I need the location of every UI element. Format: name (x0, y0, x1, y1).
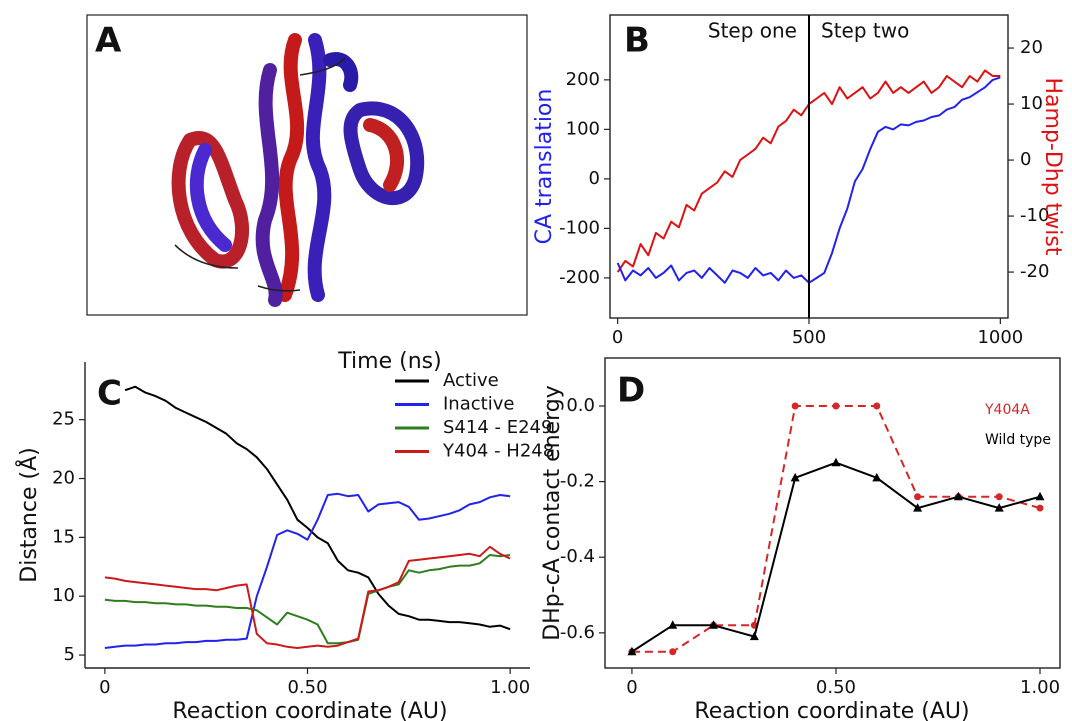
y-tick-label: -0.4 (560, 546, 595, 567)
panel-label: A (95, 21, 122, 61)
point-marker (831, 457, 841, 467)
point-marker (709, 620, 719, 629)
point-marker (790, 472, 800, 482)
y-tick-label: 5 (64, 644, 75, 665)
y2-tick-label: -20 (1020, 261, 1049, 282)
point-marker (668, 620, 678, 629)
y-tick-label: -0.6 (560, 622, 595, 643)
point-marker (872, 472, 882, 482)
x-axis-label: Time (ns) (337, 349, 441, 374)
y-tick-label: -0.2 (560, 471, 595, 492)
y-tick-label: 15 (52, 526, 75, 547)
y2-tick-label: 20 (1020, 37, 1043, 58)
legend-label: Wild type (985, 432, 1051, 448)
legend-label: Inactive (443, 394, 514, 415)
y-axis-label: CA translation (532, 89, 557, 245)
legend-label: Y404A (984, 402, 1030, 418)
point-marker (627, 646, 637, 656)
panel-frame (86, 14, 528, 316)
point-marker (913, 503, 923, 512)
point-marker (953, 491, 963, 501)
x-tick-label: 0 (626, 677, 637, 698)
series-line (104, 545, 511, 649)
plot-frame (604, 357, 1061, 669)
point-marker (832, 402, 840, 410)
point-marker (1036, 504, 1044, 512)
x-tick-label: 0.50 (287, 677, 327, 698)
annotation: Step one (708, 19, 797, 43)
point-marker (873, 402, 881, 410)
y-tick-label: 25 (52, 409, 75, 430)
x-axis-label: Reaction coordinate (AU) (694, 699, 969, 721)
x-tick-label: 0 (612, 327, 623, 348)
y-tick-label: 0.0 (566, 395, 595, 416)
y-tick-label: 10 (52, 585, 75, 606)
y-axis-label: Distance (Å) (15, 447, 42, 582)
protein-drawing (171, 33, 425, 307)
point-marker (669, 648, 677, 656)
point-marker (791, 402, 799, 410)
panel-label: C (97, 374, 122, 414)
y2-tick-label: 10 (1020, 93, 1043, 114)
series-line (104, 554, 511, 645)
motion-arrows (174, 57, 346, 292)
series-line (631, 461, 1041, 653)
panel-label: B (624, 21, 650, 61)
series-line (104, 492, 511, 649)
point-marker (994, 503, 1004, 512)
y-tick-label: 100 (566, 118, 600, 139)
legend-label: S414 - E249 (443, 417, 552, 438)
legend-label: Active (443, 370, 499, 391)
series-line (124, 385, 511, 631)
y-tick-label: 0 (589, 168, 600, 189)
series-line (631, 405, 1041, 653)
y-tick-label: -200 (559, 267, 600, 288)
chart-panel: 0 0.50 1.00 -0.6 -0.4 -0.2 0.0 Y404A Wild type Re… (540, 357, 1061, 721)
y-tick-label: 20 (52, 468, 75, 489)
point-marker (749, 631, 759, 641)
y-tick-label: 200 (566, 69, 600, 90)
legend-label: Y404 - H248 (442, 441, 554, 462)
x-axis-label: Reaction coordinate (AU) (172, 699, 447, 721)
y2-tick-label: -10 (1020, 205, 1049, 226)
y2-tick-label: 0 (1020, 149, 1031, 170)
x-tick-label: 0.50 (816, 677, 856, 698)
panel-label: D (617, 371, 645, 411)
panel-a-image: A (86, 14, 528, 316)
x-tick-label: 1.00 (1020, 677, 1060, 698)
x-tick-label: 500 (792, 327, 826, 348)
x-tick-label: 1000 (977, 327, 1023, 348)
x-tick-label: 1.00 (490, 677, 530, 698)
y2-axis-label: Hamp-Dhp twist (1040, 77, 1065, 255)
point-marker (995, 493, 1003, 501)
point-marker (1035, 491, 1045, 501)
y-axis-label: DHp-cA contact energy (540, 385, 565, 641)
x-tick-label: 0 (99, 677, 110, 698)
point-marker (914, 493, 922, 501)
y-tick-label: -100 (559, 217, 600, 238)
annotation: Step two (821, 19, 909, 43)
